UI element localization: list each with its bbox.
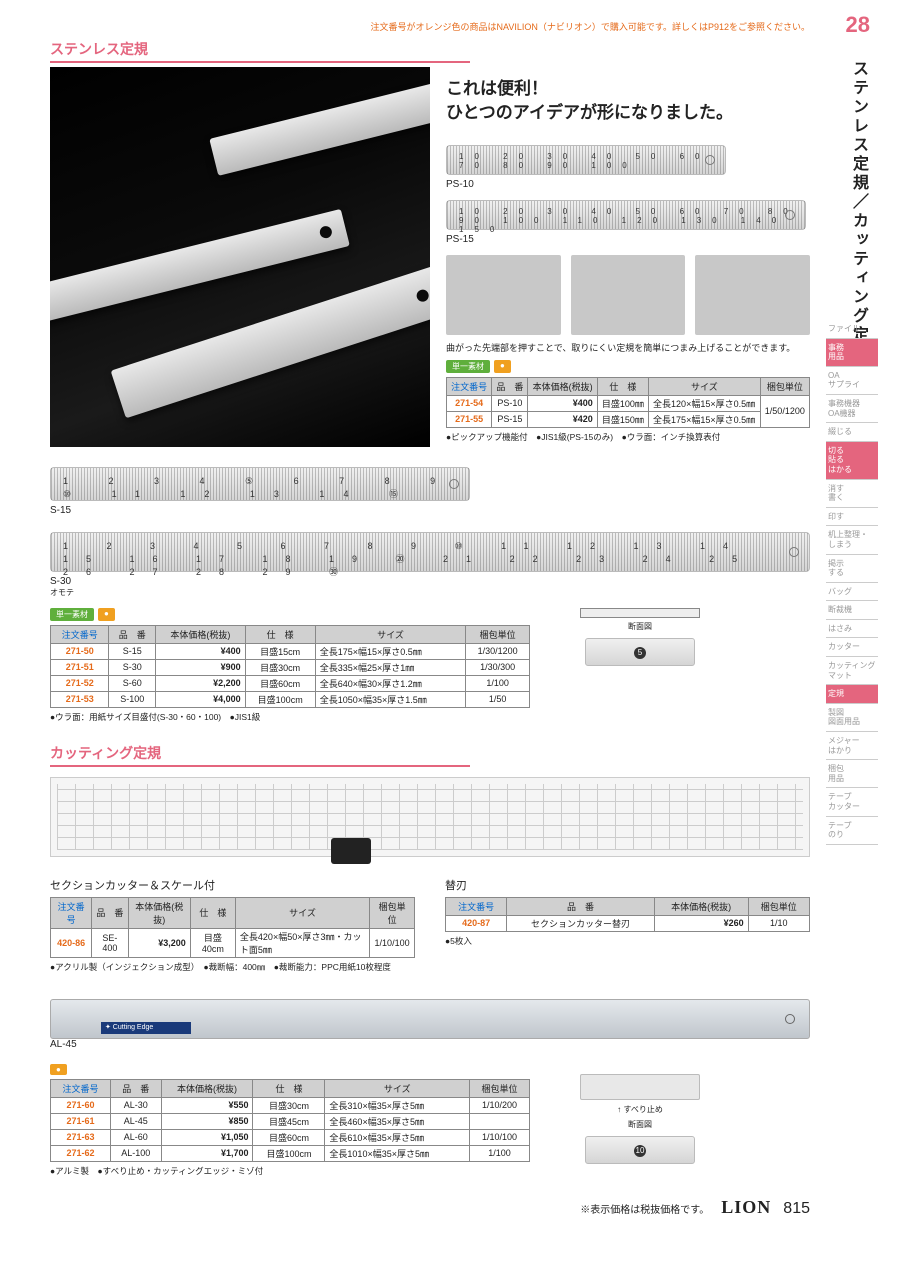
model-label: PS-10 (446, 179, 810, 190)
side-nav-item[interactable]: 定規 (826, 685, 878, 704)
ruler-ps15-image: 10 20 30 40 50 60 70 80 90 100 110 120 1… (446, 200, 806, 230)
model-label: S-15 (50, 505, 810, 516)
sub-title-se: セクションカッター＆スケール付 (50, 877, 415, 893)
cross-section-s: 断面図 5 (580, 608, 700, 666)
model-label: AL-45 (50, 1039, 810, 1050)
hero-headline: これは便利！ひとつのアイデアが形になりました。 (446, 77, 810, 125)
side-nav-item[interactable]: 消す書く (826, 480, 878, 508)
hero-image (50, 67, 430, 447)
side-nav-item[interactable]: 事務機器OA機器 (826, 395, 878, 423)
side-nav-item[interactable]: カッター (826, 638, 878, 657)
side-nav: ファイル事務用品OAサプライ事務機器OA機器綴じる切る貼るはかる消す書く印す机上… (826, 320, 878, 845)
table-blade: 注文番号 品 番 本体価格(税抜) 梱包単位 420-87セクションカッター替刃… (445, 897, 810, 932)
ruler-s15-image: 1 2 3 4 ⑤ 6 7 8 9 ⑩ 11 12 13 14 ⑮ (50, 467, 470, 501)
side-nav-item[interactable]: 製図図面用品 (826, 704, 878, 732)
badge-material: 単一素材 (446, 360, 490, 373)
cutting-ruler-image (50, 777, 810, 857)
side-nav-item[interactable]: 掲示する (826, 555, 878, 583)
badge-mark: ● (494, 360, 511, 373)
side-nav-item[interactable]: テープカッター (826, 788, 878, 816)
side-nav-item[interactable]: 綴じる (826, 423, 878, 442)
section-title-cutting: カッティング定規 (50, 743, 470, 767)
ruler-al45-image: ✦ Cutting Edge (50, 999, 810, 1039)
notes-blade: ●5枚入 (445, 935, 810, 947)
notes-se: ●アクリル製（インジェクション成型） ●裁断幅：400㎜ ●裁断能力：PPC用紙… (50, 961, 415, 973)
side-nav-item[interactable]: テープのり (826, 817, 878, 845)
section-title-stainless: ステンレス定規 (50, 39, 470, 63)
side-nav-item[interactable]: 机上整理・しまう (826, 526, 878, 554)
notes-ps: ●ピックアップ機能付 ●JIS1級(PS-15のみ) ●ウラ面：インチ換算表付 (446, 431, 810, 443)
badge-mark: ● (98, 608, 115, 621)
footer-note: ※表示価格は税抜価格です。 (580, 1201, 709, 1216)
table-al: 注文番号 品 番 本体価格(税抜) 仕 様 サイズ 梱包単位 271-60AL-… (50, 1079, 530, 1162)
side-nav-item[interactable]: バッグ (826, 583, 878, 602)
side-nav-item[interactable]: 梱包用品 (826, 760, 878, 788)
badge-material: 単一素材 (50, 608, 94, 621)
side-nav-item[interactable]: メジャーはかり (826, 732, 878, 760)
side-nav-item[interactable]: ファイル (826, 320, 878, 339)
notes-al: ●アルミ製 ●すべり止め・カッティングエッジ・ミゾ付 (50, 1165, 810, 1177)
detail-images (446, 255, 810, 335)
page-number-bottom: 815 (783, 1200, 810, 1218)
badge-mark: ● (50, 1064, 67, 1075)
vertical-category-title: ステンレス定規／カッティング定規 (846, 60, 870, 364)
side-nav-item[interactable]: カッティングマット (826, 657, 878, 685)
model-label: PS-15 (446, 234, 810, 245)
ruler-s30-image: 1 2 3 4 5 6 7 8 9 ⑩ 11 12 13 14 15 16 17… (50, 532, 810, 572)
detail-caption: 曲がった先端部を押すことで、取りにくい定規を簡単につまみ上げることができます。 (446, 341, 810, 354)
table-se: 注文番号 品 番 本体価格(税抜) 仕 様 サイズ 梱包単位 420-86SE-… (50, 897, 415, 958)
side-nav-item[interactable]: OAサプライ (826, 367, 878, 395)
page-number-top: 28 (846, 12, 870, 38)
table-ps: 注文番号 品 番 本体価格(税抜) 仕 様 サイズ 梱包単位 271-54PS-… (446, 377, 810, 428)
side-nav-item[interactable]: 切る貼るはかる (826, 442, 878, 480)
table-s: 注文番号 品 番 本体価格(税抜) 仕 様 サイズ 梱包単位 271-50S-1… (50, 625, 530, 708)
side-nav-item[interactable]: はさみ (826, 620, 878, 639)
top-note: 注文番号がオレンジ色の商品はNAVILION（ナビリオン）で購入可能です。詳しく… (50, 20, 870, 33)
side-nav-item[interactable]: 断裁機 (826, 601, 878, 620)
notes-s: ●ウラ面：用紙サイズ目盛付(S-30・60・100) ●JIS1級 (50, 711, 810, 723)
sub-title-blade: 替刃 (445, 877, 810, 893)
model-label: S-30オモテ (50, 576, 810, 598)
ruler-ps10-image: 10 20 30 40 50 60 70 80 90 100 (446, 145, 726, 175)
side-nav-item[interactable]: 印す (826, 508, 878, 527)
side-nav-item[interactable]: 事務用品 (826, 339, 878, 367)
cross-section-al: ↑ すべり止め 断面図 10 (580, 1074, 700, 1164)
brand-logo: LION (721, 1197, 771, 1218)
